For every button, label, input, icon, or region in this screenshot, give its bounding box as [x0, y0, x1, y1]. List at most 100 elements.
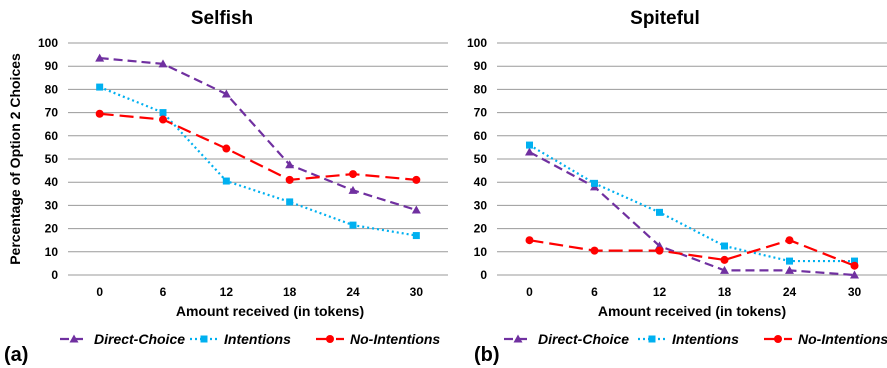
series-no-intentions [525, 236, 859, 270]
y-tick-label: 50 [45, 152, 59, 166]
series-intentions [526, 141, 858, 265]
y-tick-label: 60 [45, 129, 59, 143]
data-point [159, 109, 167, 117]
chart-title: Spiteful [630, 8, 700, 29]
data-point [525, 147, 534, 156]
y-tick-label: 90 [45, 59, 59, 73]
panel-label: (a) [4, 344, 28, 366]
x-tick-label: 30 [410, 285, 424, 299]
data-point [785, 265, 794, 274]
data-point [850, 261, 859, 270]
series-direct-choice [95, 53, 421, 214]
series-line [529, 239, 855, 267]
data-point [720, 265, 729, 274]
data-point [655, 246, 664, 255]
data-point [850, 270, 859, 279]
x-tick-label: 12 [220, 285, 234, 299]
data-point [285, 160, 295, 169]
legend-label: Direct-Choice [538, 331, 629, 347]
y-tick-label: 90 [474, 59, 488, 73]
legend-label: Intentions [224, 331, 291, 347]
data-point [412, 175, 421, 184]
series-line [99, 112, 417, 182]
y-tick-label: 70 [45, 106, 59, 120]
data-point [851, 257, 858, 265]
panel-label: (b) [474, 344, 500, 366]
legend-item: Intentions [638, 331, 739, 347]
data-point [349, 221, 357, 229]
legend-marker [200, 335, 208, 343]
y-tick-label: 40 [45, 175, 59, 189]
data-point [656, 208, 663, 216]
legend-label: No-Intentions [350, 331, 440, 347]
data-point [349, 170, 357, 179]
series-no-intentions [95, 109, 421, 184]
series-line [528, 144, 855, 263]
x-tick-label: 0 [526, 285, 533, 299]
legend-item: Direct-Choice [60, 331, 185, 347]
data-point [159, 115, 167, 124]
data-point [221, 89, 231, 98]
x-tick-label: 0 [96, 285, 103, 299]
y-tick-label: 0 [51, 268, 58, 282]
series-line [528, 151, 855, 277]
x-axis-label: Amount received (in tokens) [176, 303, 364, 319]
y-tick-label: 20 [45, 222, 59, 236]
data-point [526, 141, 533, 149]
y-tick-label: 20 [474, 222, 488, 236]
data-point [591, 179, 598, 187]
data-point [786, 257, 793, 265]
x-tick-label: 18 [283, 285, 297, 299]
x-tick-label: 30 [848, 285, 862, 299]
legend-marker [513, 334, 523, 343]
legend-marker [648, 335, 656, 343]
legend-label: No-Intentions [798, 331, 887, 347]
legend-item: Intentions [190, 331, 291, 347]
chart-panel-1: 0 10 20 30 40 50 60 70 80 90 100 0 6 12 18 24 30 Selfish A… [4, 8, 448, 366]
legend-item: No-Intentions [316, 331, 440, 347]
y-tick-label: 10 [45, 245, 59, 259]
y-tick-label: 80 [45, 82, 59, 96]
x-tick-label: 24 [346, 285, 360, 299]
data-point [286, 198, 294, 206]
data-point [95, 53, 105, 62]
x-tick-label: 24 [783, 285, 797, 299]
y-tick-label: 0 [480, 268, 487, 282]
legend: Direct-Choice Intentions No-Intentions [60, 331, 440, 347]
legend-item: No-Intentions [764, 331, 887, 347]
y-axis-label: Percentage of Option 2 Choices [7, 53, 23, 265]
series-direct-choice [525, 147, 859, 279]
y-tick-label: 40 [474, 175, 488, 189]
data-point [348, 185, 358, 194]
data-point [222, 177, 230, 185]
data-point [412, 232, 420, 240]
data-point [411, 205, 421, 214]
legend-label: Direct-Choice [94, 331, 185, 347]
y-tick-label: 50 [474, 152, 488, 166]
chart-title: Selfish [191, 8, 253, 29]
data-point [720, 255, 729, 264]
data-point [158, 59, 168, 68]
chart-panel-2: 0 10 20 30 40 50 60 70 80 90 100 0 6 12 18 24 30 Spiteful… [467, 8, 887, 366]
y-tick-label: 100 [467, 36, 487, 50]
series-intentions [96, 83, 420, 240]
y-tick-label: 60 [474, 129, 488, 143]
legend-item: Direct-Choice [504, 331, 629, 347]
y-tick-label: 80 [474, 82, 488, 96]
x-tick-label: 6 [591, 285, 598, 299]
x-tick-label: 12 [653, 285, 667, 299]
legend-label: Intentions [672, 331, 739, 347]
data-point [95, 109, 104, 118]
legend-marker [326, 335, 334, 343]
legend: Direct-Choice Intentions No-Intentions [504, 331, 887, 347]
x-tick-label: 6 [160, 285, 167, 299]
data-point [721, 242, 728, 250]
y-tick-label: 100 [38, 36, 58, 50]
legend-marker [774, 335, 782, 343]
series-line [99, 56, 417, 212]
data-point [525, 236, 534, 245]
data-point [96, 83, 104, 91]
y-tick-label: 30 [45, 198, 59, 212]
